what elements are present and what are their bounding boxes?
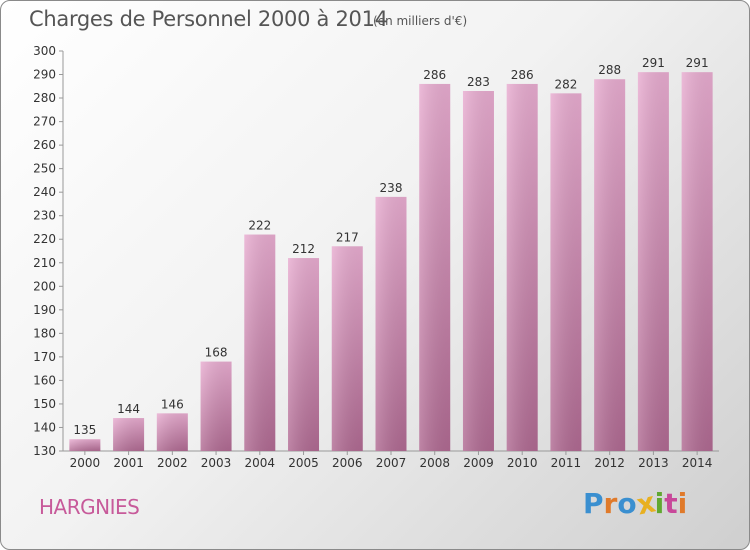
y-tick-label: 230 (33, 209, 56, 223)
y-tick-label: 170 (33, 350, 56, 364)
bar-shade-2004 (244, 234, 276, 451)
value-label: 291 (642, 56, 665, 70)
bar-shade-2009 (462, 91, 494, 451)
value-label: 282 (554, 77, 577, 91)
bar-shade-2012 (594, 79, 626, 451)
value-label: 283 (467, 75, 490, 89)
x-tick-label: 2005 (288, 456, 319, 470)
value-label: 291 (686, 56, 709, 70)
bar-shade-2011 (550, 93, 582, 452)
bars (69, 72, 713, 452)
value-label: 168 (205, 346, 228, 360)
bar-shade-2013 (637, 72, 669, 452)
bar-shade-2001 (113, 418, 145, 451)
x-tick-label: 2013 (638, 456, 669, 470)
x-tick-label: 2001 (113, 456, 144, 470)
y-tick-label: 140 (33, 420, 56, 434)
place-name: HARGNIES (39, 495, 140, 519)
value-label: 135 (73, 423, 96, 437)
y-tick-label: 280 (33, 91, 56, 105)
logo-letter: o (617, 487, 637, 520)
y-tick-label: 220 (33, 232, 56, 246)
y-tick-label: 130 (33, 444, 56, 458)
value-label: 217 (336, 230, 359, 244)
y-tick-label: 200 (33, 279, 56, 293)
logo-letter: i (677, 487, 688, 520)
x-tick-label: 2012 (594, 456, 625, 470)
bar-shade-2000 (69, 439, 101, 451)
bar-shade-2014 (681, 72, 713, 452)
value-label: 222 (248, 219, 271, 233)
x-tick-label: 2003 (201, 456, 232, 470)
logo-letter: P (583, 487, 604, 520)
value-label: 146 (161, 397, 184, 411)
bar-shade-2002 (156, 413, 188, 451)
y-tick-label: 300 (33, 44, 56, 58)
x-tick-label: 2006 (332, 456, 363, 470)
y-tick-label: 250 (33, 162, 56, 176)
x-tick-label: 2004 (245, 456, 276, 470)
logo-letter: r (603, 487, 618, 520)
bar-shade-2007 (375, 196, 407, 451)
value-label: 286 (511, 68, 534, 82)
chart-title: Charges de Personnel 2000 à 2014 (29, 7, 388, 31)
value-label: 286 (423, 68, 446, 82)
x-tick-label: 2008 (419, 456, 450, 470)
y-tick-label: 160 (33, 373, 56, 387)
x-tick-label: 2002 (157, 456, 188, 470)
y-tick-label: 210 (33, 256, 56, 270)
y-tick-label: 240 (33, 185, 56, 199)
x-tick-label: 2000 (70, 456, 101, 470)
x-tick-label: 2011 (551, 456, 582, 470)
chart-subtitle: (en milliers d'€) (373, 14, 468, 28)
bar-shade-2005 (288, 258, 320, 451)
value-labels: 135 144 146 168 222 212 217 238 286 283 286 282 288 2… (73, 56, 708, 437)
x-tick-label: 2007 (376, 456, 407, 470)
y-tick-label: 150 (33, 397, 56, 411)
y-tick-label: 290 (33, 68, 56, 82)
x-tick-label: 2010 (507, 456, 538, 470)
logo-letter: i (654, 487, 665, 520)
x-tick-label: 2014 (682, 456, 713, 470)
value-label: 144 (117, 402, 140, 416)
bar-shade-2006 (331, 246, 363, 451)
y-tick-label: 270 (33, 115, 56, 129)
bar-shade-2010 (506, 83, 538, 452)
logo-letter: t (664, 487, 678, 520)
axes: 130 140 150 160 170 180 190 200 210 220 230 240 250 2… (33, 44, 719, 470)
y-tick-label: 180 (33, 326, 56, 340)
y-tick-label: 190 (33, 303, 56, 317)
value-label: 288 (598, 63, 621, 77)
value-label: 212 (292, 242, 315, 256)
bar-shade-2008 (419, 83, 451, 452)
x-tick-label: 2009 (463, 456, 494, 470)
bar-shade-2003 (200, 361, 232, 451)
value-label: 238 (380, 181, 403, 195)
y-tick-label: 260 (33, 138, 56, 152)
proxiti-logo: Proxiti (583, 485, 688, 521)
